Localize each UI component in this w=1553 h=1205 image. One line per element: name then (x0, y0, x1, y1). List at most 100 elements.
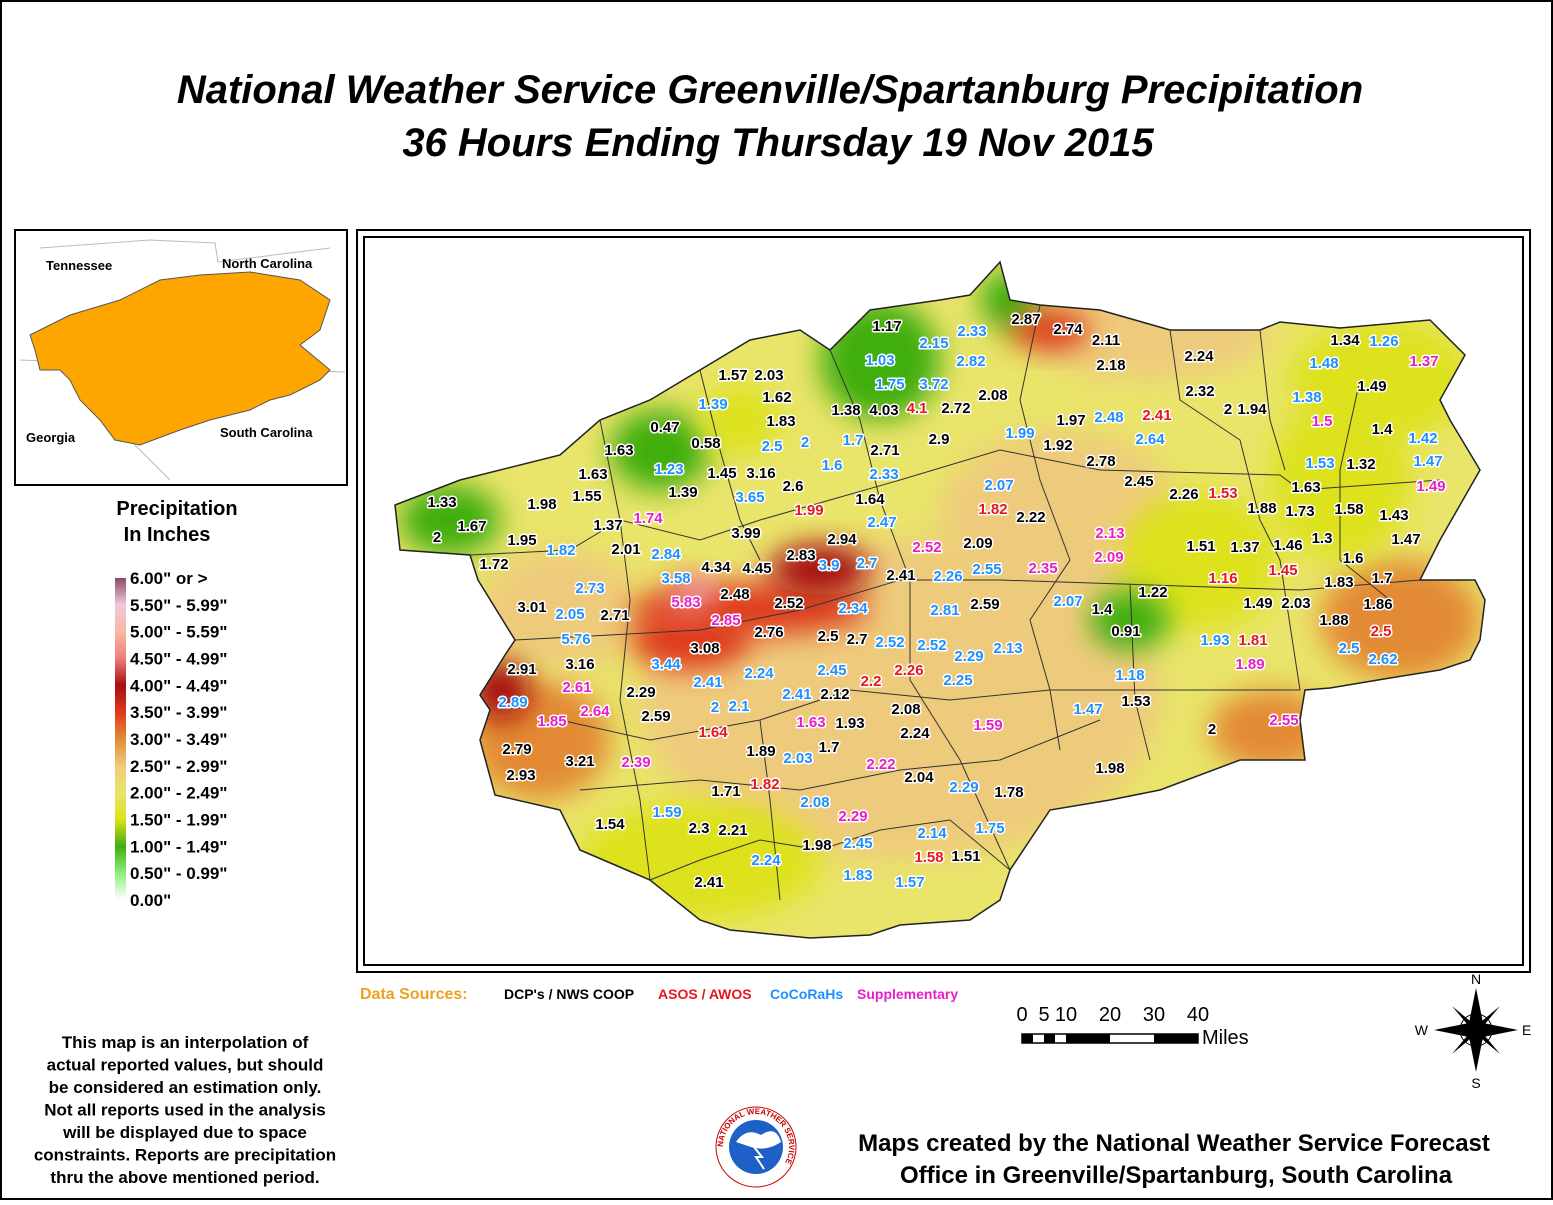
surface-blob (1320, 560, 1480, 680)
station-value: 2.18 (1096, 357, 1125, 374)
station-value: 2.73 (575, 580, 604, 597)
station-value: 3.58 (661, 570, 690, 587)
disclaimer-line: be considered an estimation only. (49, 1078, 322, 1097)
station-value: 3.72 (919, 376, 948, 393)
legend-label: 5.00" - 5.59" (130, 623, 227, 642)
legend-label: 6.00" or > (130, 569, 208, 588)
station-value: 1.94 (1237, 401, 1267, 418)
station-value: 2.59 (970, 596, 999, 613)
station-value: 2.12 (820, 686, 849, 703)
station-value: 1.34 (1330, 332, 1360, 349)
station-value: 1.48 (1309, 355, 1338, 372)
county-lines (469, 304, 1441, 901)
station-value: 2.24 (744, 665, 774, 682)
station-value: 1.54 (595, 816, 625, 833)
station-value: 2.3 (689, 820, 710, 837)
station-value: 2.45 (843, 835, 872, 852)
station-value: 2.45 (1124, 473, 1153, 490)
station-value: 1.53 (1121, 693, 1150, 710)
station-value: 1.6 (1343, 550, 1364, 567)
station-value: 2.61 (562, 679, 591, 696)
station-value: 2.39 (621, 754, 650, 771)
surface-blob (700, 385, 780, 455)
station-value: 2.52 (875, 634, 904, 651)
station-value: 2.15 (919, 335, 948, 352)
station-value: 2.78 (1086, 453, 1115, 470)
station-value: 1.88 (1247, 500, 1276, 517)
station-value: 2.29 (626, 684, 655, 701)
data-source-label: DCP's / NWS COOP (504, 986, 634, 1002)
station-value: 5.83 (671, 594, 700, 611)
station-value: 1.37 (593, 517, 622, 534)
surface-blob (400, 485, 500, 555)
station-value: 1.72 (479, 556, 508, 573)
station-value: 3.65 (735, 489, 764, 506)
station-value: 2.09 (1094, 549, 1123, 566)
station-value: 1.53 (1208, 485, 1237, 502)
station-value: 1.45 (1268, 562, 1297, 579)
station-value: 1.93 (1200, 632, 1229, 649)
station-value: 1.88 (1319, 612, 1348, 629)
disclaimer-line: actual reported values, but should (47, 1056, 324, 1075)
station-value: 1.37 (1230, 539, 1259, 556)
station-value: 2.89 (498, 694, 527, 711)
station-value: 2.5 (818, 628, 839, 645)
station-value: 1.18 (1115, 667, 1144, 684)
station-value: 1.92 (1043, 437, 1072, 454)
surface-blob (1090, 590, 1170, 650)
station-value: 1.32 (1346, 456, 1375, 473)
station-value: 1.7 (819, 739, 840, 756)
station-value: 0.47 (650, 419, 679, 436)
station-value: 2.87 (1011, 311, 1040, 328)
station-value: 2.91 (507, 661, 536, 678)
station-value: 5.76 (561, 631, 590, 648)
station-value: 1.49 (1243, 595, 1272, 612)
station-value: 2.94 (827, 531, 857, 548)
station-value: 2.84 (651, 546, 681, 563)
station-value: 3.9 (819, 557, 840, 574)
station-value: 2.41 (1142, 407, 1171, 424)
station-value: 1.81 (1238, 632, 1267, 649)
station-value: 2.33 (869, 466, 898, 483)
legend-label: 1.50" - 1.99" (130, 811, 227, 830)
legend-label: 1.00" - 1.49" (130, 837, 227, 856)
station-value: 2.41 (694, 874, 723, 891)
title-line: 36 Hours Ending Thursday 19 Nov 2015 (402, 121, 1154, 165)
station-value: 2.59 (641, 708, 670, 725)
station-value: 1.58 (1334, 501, 1363, 518)
station-value: 2.26 (933, 568, 962, 585)
station-value: 3.16 (565, 656, 594, 673)
station-value: 1.57 (718, 367, 747, 384)
legend-label: 0.00" (130, 891, 171, 910)
station-value: 2.93 (506, 767, 535, 784)
surface-blob (1010, 310, 1090, 350)
station-value: 2.9 (929, 431, 950, 448)
station-value: 2.08 (800, 794, 829, 811)
station-value: 1.46 (1273, 537, 1302, 554)
station-value: 2.05 (555, 606, 584, 623)
station-value: 1.86 (1363, 596, 1392, 613)
station-value: 2.71 (870, 442, 899, 459)
legend-label: 3.50" - 3.99" (130, 703, 227, 722)
station-value: 2.62 (1368, 651, 1397, 668)
disclaimer-line: Not all reports used in the analysis (44, 1101, 326, 1120)
station-value: 2.24 (751, 852, 781, 869)
station-value: 3.08 (690, 640, 719, 657)
legend-color-bar (115, 578, 126, 900)
station-value: 1.26 (1369, 333, 1398, 350)
station-value: 1.82 (978, 501, 1007, 518)
station-value: 2.5 (1371, 623, 1392, 640)
station-value: 1.64 (698, 724, 728, 741)
station-value: 1.38 (1292, 389, 1321, 406)
surface-blob (920, 620, 1080, 740)
station-value: 2.03 (1281, 595, 1310, 612)
station-value: 2.35 (1028, 560, 1057, 577)
station-value: 1.85 (537, 713, 566, 730)
station-value: 2.55 (972, 561, 1001, 578)
station-value: 1.7 (843, 432, 864, 449)
station-value: 1.99 (794, 502, 823, 519)
station-value: 2.74 (1053, 321, 1083, 338)
station-value: 2.83 (786, 547, 815, 564)
station-value: 1.59 (973, 717, 1002, 734)
